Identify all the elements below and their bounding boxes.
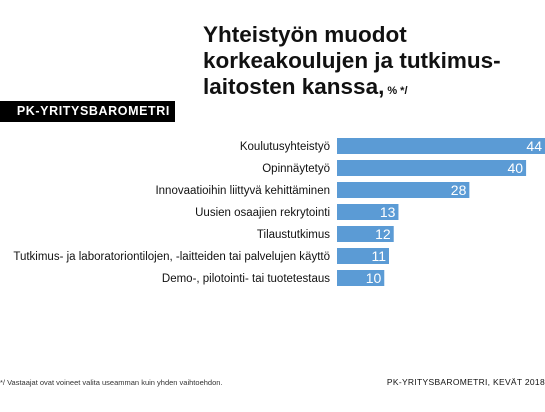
- bar: [337, 204, 399, 220]
- bar-chart: Koulutusyhteistyö 44 Opinnäytetyö 40 Innovaa…: [13, 138, 545, 286]
- bar: [337, 226, 394, 242]
- title-unit: % */: [387, 85, 408, 97]
- bar-value-label: 28: [451, 182, 467, 198]
- category-label: Tilaustutkimus: [257, 229, 330, 241]
- bar-value-label: 40: [508, 160, 524, 176]
- category-label: Uusien osaajien rekrytointi: [195, 207, 330, 219]
- title-line-1: Yhteistyön muodot: [203, 22, 407, 47]
- bar: [337, 182, 470, 198]
- category-label: Demo-, pilotointi- tai tuotetestaus: [162, 273, 330, 285]
- bar-value-label: 13: [380, 204, 396, 220]
- source-label: PK-YRITYSBAROMETRI, KEVÄT 2018: [386, 377, 545, 387]
- category-label: Koulutusyhteistyö: [240, 141, 330, 153]
- footnote: */ Vastaajat ovat voineet valita useamma…: [0, 378, 223, 387]
- badge-label: PK-YRITYSBAROMETRI: [16, 104, 170, 118]
- category-label: Opinnäytetyö: [262, 163, 330, 175]
- bar: [337, 138, 545, 154]
- title-line-2: korkeakoulujen ja tutkimus-: [203, 48, 501, 73]
- category-label: Innovaatioihin liittyvä kehittäminen: [155, 185, 330, 197]
- title-line-3: laitosten kanssa,% */: [203, 74, 543, 104]
- bar-value-label: 44: [526, 138, 542, 154]
- category-label: Tutkimus- ja laboratoriontilojen, -laitt…: [13, 251, 330, 263]
- bar: [337, 248, 389, 264]
- title-line-3-text: laitosten kanssa,: [203, 74, 385, 99]
- bar-value-label: 11: [371, 248, 386, 264]
- bar-value-label: 12: [375, 226, 391, 242]
- bar-value-label: 10: [366, 270, 382, 286]
- chart-title: Yhteistyön muodot korkeakoulujen ja tutk…: [203, 22, 543, 104]
- bar: [337, 160, 527, 176]
- bar: [337, 270, 385, 286]
- barometer-badge: PK-YRITYSBAROMETRI: [0, 101, 175, 122]
